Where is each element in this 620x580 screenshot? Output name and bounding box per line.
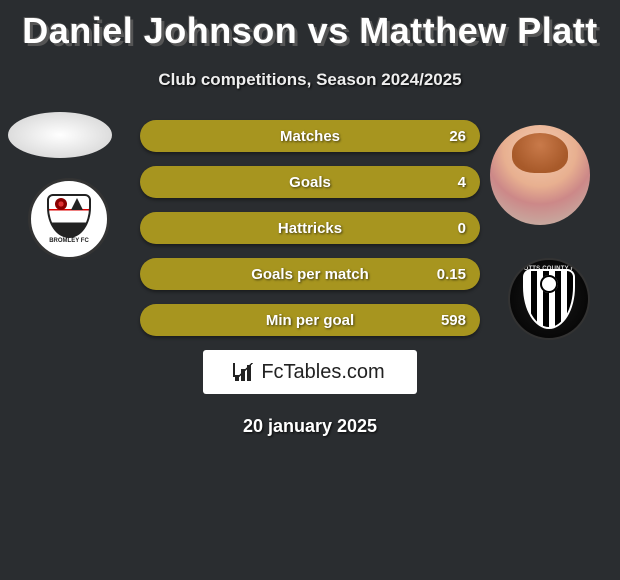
stat-value: 4 bbox=[458, 174, 466, 191]
club-left-name: BROMLEY FC bbox=[49, 238, 89, 244]
stat-label: Goals per match bbox=[251, 266, 369, 283]
stat-row: Goals per match 0.15 bbox=[140, 258, 480, 290]
shield-icon bbox=[47, 194, 91, 238]
stat-label: Min per goal bbox=[266, 312, 354, 329]
stat-row: Min per goal 598 bbox=[140, 304, 480, 336]
date-label: 20 january 2025 bbox=[0, 416, 620, 437]
stat-row: Goals 4 bbox=[140, 166, 480, 198]
stat-row: Matches 26 bbox=[140, 120, 480, 152]
club-right-badge: NOTTS COUNTY FC bbox=[508, 258, 590, 340]
brand-text: FcTables.com bbox=[261, 361, 384, 384]
stat-label: Hattricks bbox=[278, 220, 342, 237]
stats-table: Matches 26 Goals 4 Hattricks 0 Goals per… bbox=[140, 120, 480, 336]
brand-badge: FcTables.com bbox=[203, 350, 417, 394]
stat-value: 0 bbox=[458, 220, 466, 237]
stat-value: 26 bbox=[449, 128, 466, 145]
club-left-badge: BROMLEY FC bbox=[28, 178, 110, 260]
page-title: Daniel Johnson vs Matthew Platt bbox=[0, 0, 620, 52]
stripes-shield-icon bbox=[523, 269, 575, 329]
player-left-avatar bbox=[8, 112, 112, 158]
stat-value: 598 bbox=[441, 312, 466, 329]
subtitle: Club competitions, Season 2024/2025 bbox=[0, 70, 620, 90]
stat-label: Matches bbox=[280, 128, 340, 145]
barchart-icon bbox=[235, 363, 257, 381]
stat-label: Goals bbox=[289, 174, 331, 191]
player-right-avatar bbox=[490, 125, 590, 225]
stat-row: Hattricks 0 bbox=[140, 212, 480, 244]
stat-value: 0.15 bbox=[437, 266, 466, 283]
